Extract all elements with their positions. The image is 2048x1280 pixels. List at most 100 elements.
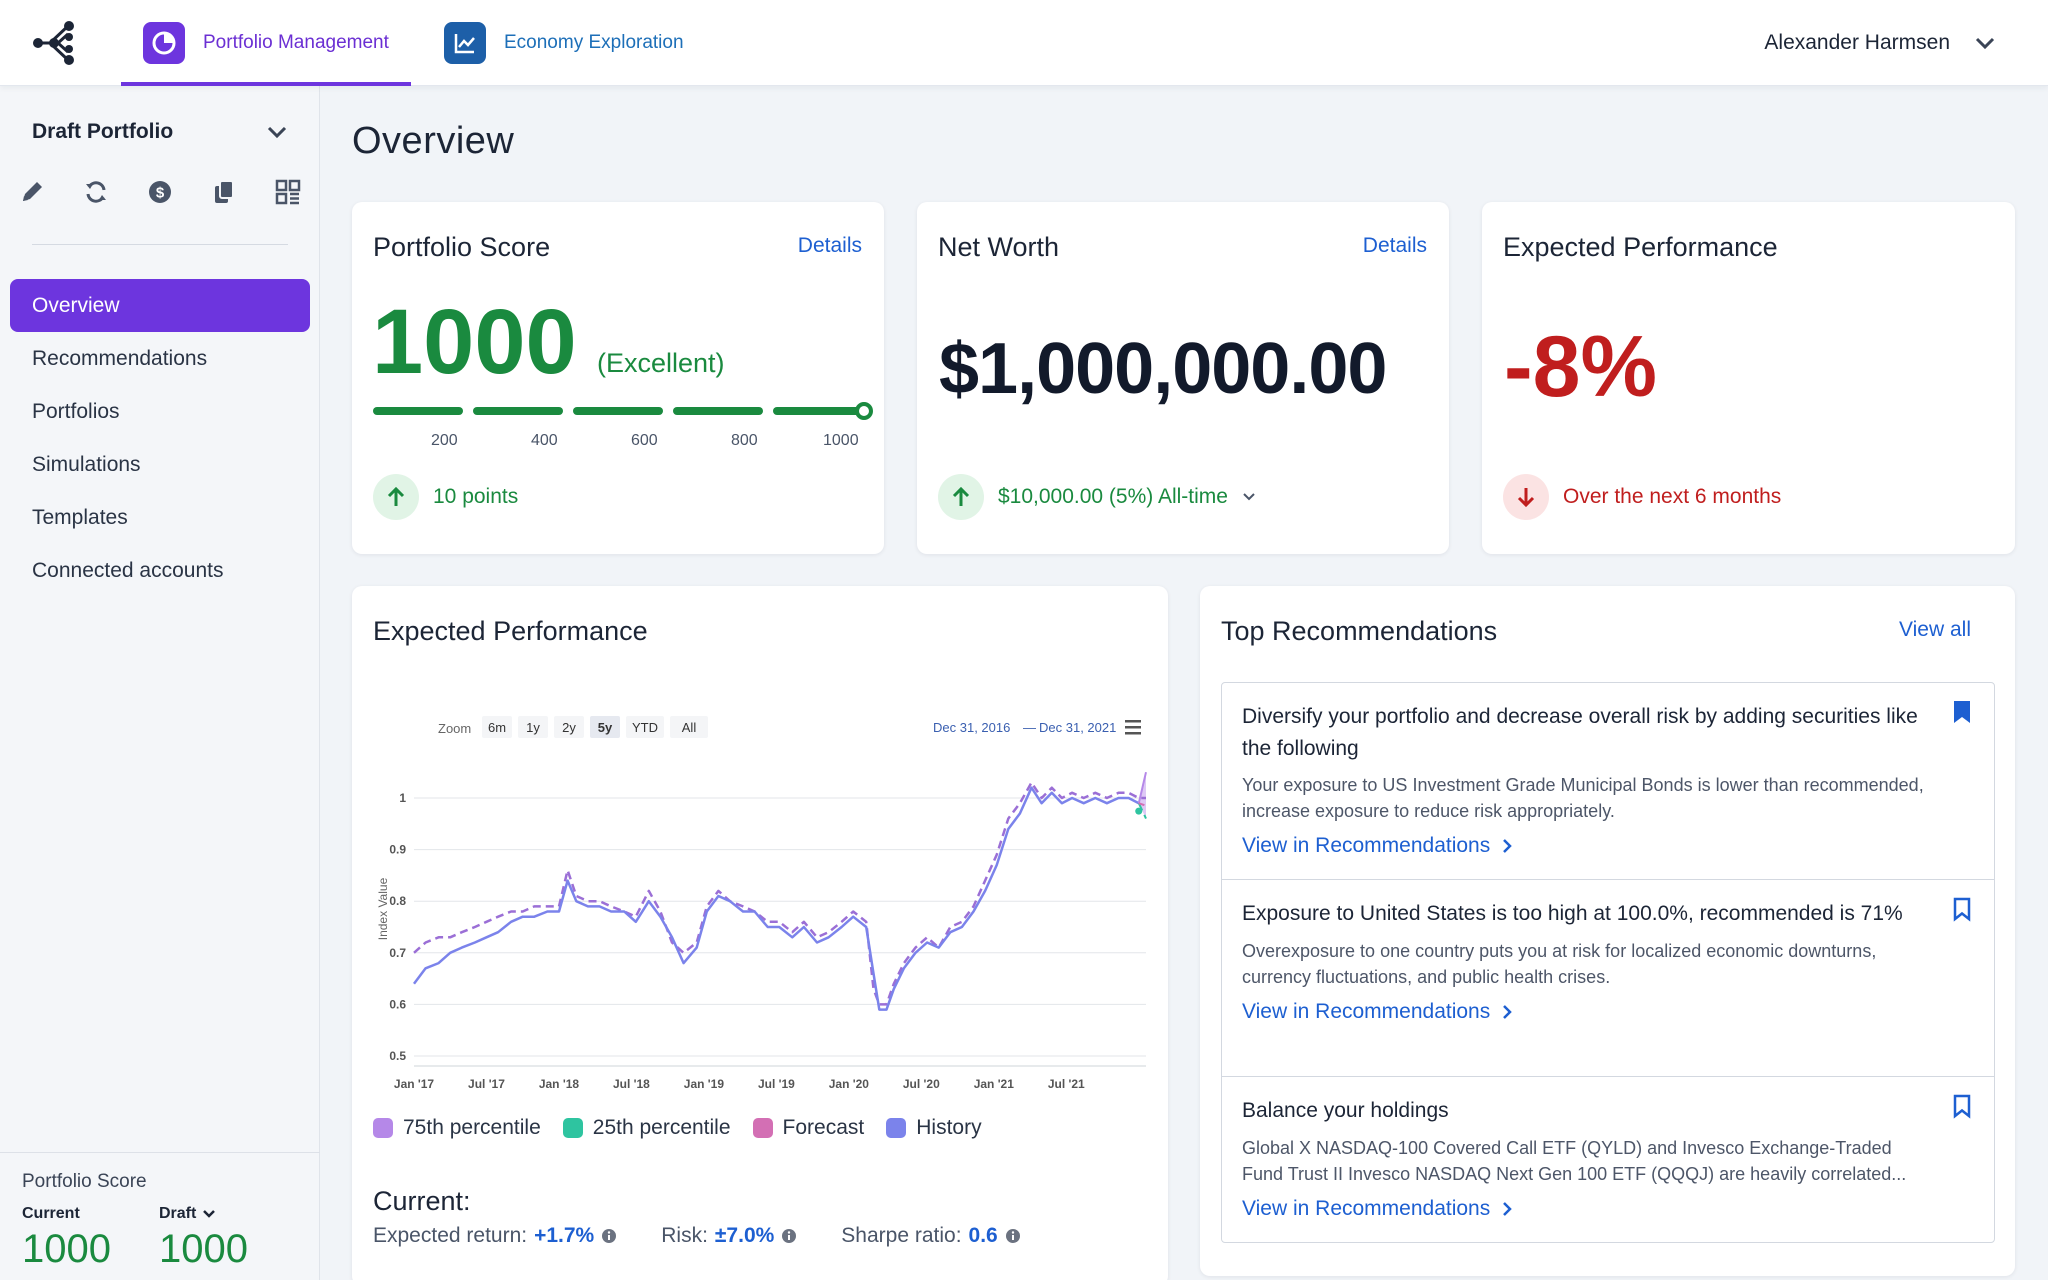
sidebar-item-overview[interactable]: Overview: [10, 279, 310, 332]
zoom-button-ytd[interactable]: YTD: [626, 716, 664, 738]
chart-menu-icon[interactable]: [1125, 720, 1141, 735]
view-all-link[interactable]: View all: [1899, 618, 1971, 641]
scale-segment: [573, 407, 663, 415]
legend-label: 75th percentile: [403, 1116, 541, 1139]
history-series-line: [412, 786, 1140, 1011]
recommendation-item: Diversify your portfolio and decrease ov…: [1222, 683, 1994, 880]
portfolio-selector[interactable]: Draft Portfolio: [32, 120, 288, 144]
scale-segment: [373, 407, 463, 415]
chevron-right-icon: [1503, 839, 1513, 854]
sidebar-item-portfolios[interactable]: Portfolios: [32, 399, 120, 423]
recommendation-description: Global X NASDAQ-100 Covered Call ETF (QY…: [1242, 1137, 1907, 1184]
current-heading: Current:: [373, 1186, 471, 1216]
draft-score-selector[interactable]: Draft: [159, 1205, 248, 1223]
score-marker: [855, 402, 873, 420]
network-logo-icon[interactable]: [30, 20, 78, 66]
zoom-button-label: 1y: [526, 720, 540, 735]
performance-chart-card: Expected Performance Zoom 6m 1y 2y 5y YTD All…: [352, 586, 1168, 1280]
user-name: Alexander Harmsen: [1764, 31, 1950, 54]
zoom-label: Zoom: [438, 721, 471, 736]
info-icon[interactable]: [601, 1228, 617, 1244]
details-link[interactable]: Details: [797, 234, 862, 257]
apps-grid-icon[interactable]: [274, 178, 302, 206]
bookmark-outline-icon[interactable]: [1952, 1093, 1972, 1119]
x-tick-label: Jan '19: [684, 1077, 725, 1091]
dollar-icon[interactable]: $: [146, 178, 174, 206]
x-tick-label: Jul '18: [613, 1077, 650, 1091]
chevron-down-icon: [1243, 493, 1255, 501]
zoom-button-1y[interactable]: 1y: [518, 716, 548, 738]
app-tab-portfolio-management[interactable]: Portfolio Management: [121, 0, 411, 86]
view-in-recommendations-link[interactable]: View in Recommendations: [1242, 1000, 1934, 1024]
zoom-button-all[interactable]: All: [670, 716, 708, 738]
percentile-25-line: [1137, 802, 1147, 820]
y-tick-label: 0.7: [389, 946, 406, 960]
current-score-value: 1000: [22, 1227, 111, 1271]
metric-value: ±7.0%: [714, 1224, 775, 1247]
copy-icon[interactable]: [210, 178, 238, 206]
recommendation-item: Balance your holdings Global X NASDAQ-10…: [1222, 1077, 1994, 1242]
recommendation-item: Exposure to United States is too high at…: [1222, 880, 1994, 1077]
score-delta: 10 points: [373, 474, 518, 520]
x-tick-label: Jan '18: [539, 1077, 580, 1091]
legend-25th-percentile[interactable]: 25th percentile: [562, 1116, 731, 1140]
zoom-button-6m[interactable]: 6m: [482, 716, 512, 738]
pencil-icon[interactable]: [18, 178, 46, 206]
metric-value: 0.6: [968, 1224, 998, 1247]
zoom-button-label: All: [682, 720, 697, 735]
bookmark-filled-icon[interactable]: [1952, 699, 1972, 725]
legend-75th-percentile[interactable]: 75th percentile: [373, 1116, 541, 1140]
zoom-button-label: 2y: [562, 720, 576, 735]
legend-label: Forecast: [782, 1116, 865, 1139]
portfolio-name: Draft Portfolio: [32, 120, 174, 143]
info-icon[interactable]: [1005, 1228, 1021, 1244]
refresh-icon[interactable]: [82, 178, 110, 206]
range-end[interactable]: Dec 31, 2021: [1039, 720, 1116, 735]
scale-tick: 800: [731, 432, 758, 449]
sidebar-item-templates[interactable]: Templates: [32, 505, 128, 529]
bookmark-outline-icon[interactable]: [1952, 896, 1972, 922]
net-worth-delta[interactable]: $10,000.00 (5%) All-time: [938, 474, 1256, 520]
user-menu[interactable]: Alexander Harmsen: [1764, 0, 1996, 86]
zoom-button-bg: [482, 716, 512, 738]
info-icon[interactable]: [781, 1228, 797, 1244]
sidebar-item-simulations[interactable]: Simulations: [32, 452, 141, 476]
card-title: Expected Performance: [373, 616, 648, 646]
legend-swatch: [752, 1118, 773, 1138]
zoom-button-5y[interactable]: 5y: [590, 716, 620, 738]
arrow-down-icon: [1503, 474, 1549, 520]
x-tick-label: Jan '20: [829, 1077, 870, 1091]
draft-score-column: Draft 1000: [159, 1205, 248, 1272]
zoom-button-2y[interactable]: 2y: [554, 716, 584, 738]
x-tick-label: Jul '20: [903, 1077, 940, 1091]
sidebar: Draft Portfolio $ Overview Recommendatio…: [0, 86, 320, 1280]
current-score-column: Current 1000: [22, 1205, 111, 1272]
details-link[interactable]: Details: [1362, 234, 1427, 257]
view-in-recommendations-link[interactable]: View in Recommendations: [1242, 834, 1934, 858]
divider: [32, 244, 288, 245]
view-in-recommendations-link[interactable]: View in Recommendations: [1242, 1197, 1934, 1221]
performance-delta: Over the next 6 months: [1503, 474, 1781, 520]
chart-legend: 75th percentile 25th percentile Forecast…: [373, 1116, 982, 1140]
svg-text:$: $: [156, 185, 165, 202]
recommendation-list: Diversify your portfolio and decrease ov…: [1221, 682, 1995, 1243]
legend-forecast[interactable]: Forecast: [752, 1116, 865, 1140]
sidebar-score-label: Portfolio Score: [22, 1171, 147, 1192]
range-start[interactable]: Dec 31, 2016: [933, 720, 1010, 735]
legend-swatch: [373, 1118, 393, 1138]
top-bar: Portfolio Management Economy Exploration…: [0, 0, 2048, 86]
sidebar-item-recommendations[interactable]: Recommendations: [32, 346, 208, 370]
metric-label: Expected return:: [373, 1224, 528, 1247]
metric-label: Risk:: [661, 1224, 708, 1247]
performance-chart[interactable]: Zoom 6m 1y 2y 5y YTD All Dec 31, 2016 — Dec 3…: [352, 586, 1168, 1106]
score-delta-text: 10 points: [433, 485, 519, 508]
legend-history[interactable]: History: [886, 1116, 982, 1140]
app-tab-economy-exploration[interactable]: Economy Exploration: [422, 0, 706, 86]
card-title: Expected Performance: [1503, 232, 1778, 262]
sidebar-item-connected-accounts[interactable]: Connected accounts: [32, 558, 224, 582]
zoom-button-label: 6m: [488, 720, 506, 735]
app-tab-label: Portfolio Management: [203, 32, 389, 53]
net-worth-value: $1,000,000.00: [939, 329, 1387, 409]
arrow-up-icon: [373, 474, 419, 520]
y-tick-label: 0.8: [389, 894, 406, 908]
